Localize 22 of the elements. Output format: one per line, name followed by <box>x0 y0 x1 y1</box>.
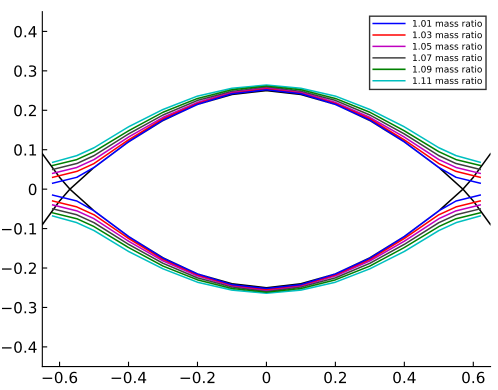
legend-label: 1.11 mass ratio <box>413 77 482 84</box>
y-tick-label: −0.2 <box>2 262 36 274</box>
x-tick-label: −0.2 <box>180 372 214 384</box>
x-tick-label: −0.4 <box>112 372 146 384</box>
x-tick-label: 0 <box>262 372 270 384</box>
x-tick-label: −0.6 <box>42 372 78 384</box>
legend-label: 1.07 mass ratio <box>413 54 482 62</box>
y-tick-label: −0.1 <box>2 223 36 235</box>
y-tick-label: 0.3 <box>14 65 36 77</box>
legend-label: 1.01 mass ratio <box>413 20 482 27</box>
x-tick-label: 0.4 <box>393 372 416 384</box>
x-tick-label: 0.6 <box>462 372 484 384</box>
legend-label: 1.05 mass ratio <box>413 42 482 50</box>
y-tick-label: 0 <box>28 184 36 196</box>
y-tick-label: 0.2 <box>14 104 36 116</box>
y-tick-label: −0.4 <box>2 341 37 353</box>
legend-label: 1.09 mass ratio <box>413 66 482 73</box>
y-tick-label: 0.1 <box>14 144 36 156</box>
y-tick-label: −0.3 <box>2 302 36 314</box>
y-tick-label: 0.4 <box>14 26 37 38</box>
legend-label: 1.03 mass ratio <box>413 31 482 38</box>
x-tick-label: 0.2 <box>324 372 346 384</box>
